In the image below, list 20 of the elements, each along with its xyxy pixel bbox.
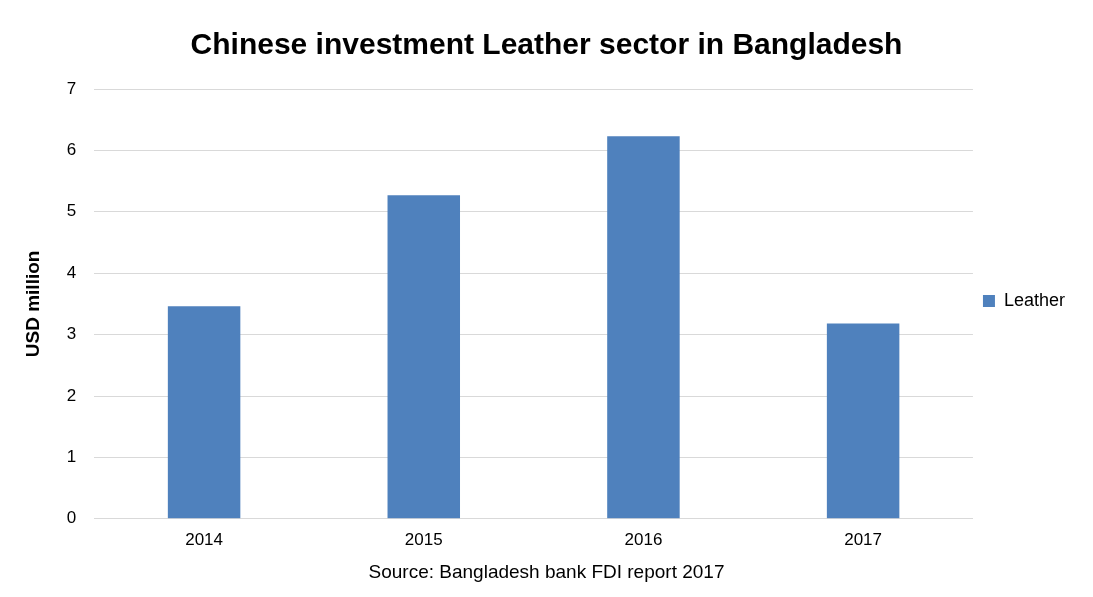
x-tick-label: 2014 [185, 529, 224, 549]
chart-title: Chinese investment Leather sector in Bangladesh [190, 27, 903, 61]
y-tick-label: 0 [66, 508, 77, 528]
x-tick-label: 2015 [404, 529, 443, 549]
bar [826, 323, 900, 519]
y-tick-label: 4 [66, 262, 77, 282]
y-tick-label: 6 [66, 140, 77, 160]
x-tick-label: 2017 [844, 529, 883, 549]
bar [607, 136, 680, 519]
y-axis-title: USD million [21, 250, 43, 358]
bar [387, 195, 461, 519]
bar [167, 306, 241, 519]
y-tick-label: 1 [66, 447, 77, 467]
y-tick-label: 5 [66, 201, 77, 221]
y-tick-label: 3 [66, 324, 77, 344]
y-tick-label: 2 [66, 385, 77, 405]
x-tick-label: 2016 [624, 529, 663, 549]
source-note: Source: Bangladesh bank FDI report 2017 [368, 560, 725, 582]
legend-label: Leather [1003, 289, 1066, 310]
y-tick-label: 7 [66, 78, 77, 98]
